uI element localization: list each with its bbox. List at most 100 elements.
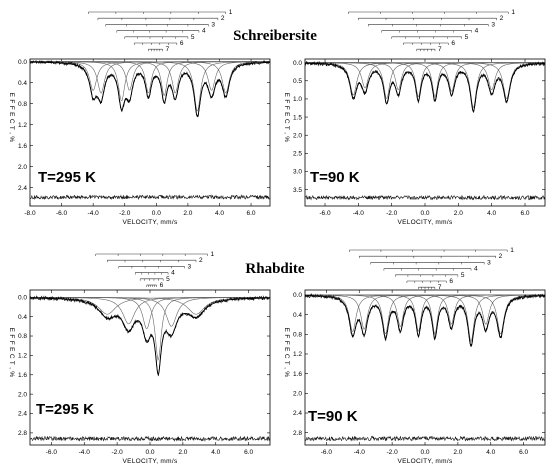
residual-trace [304, 435, 546, 442]
spectrum-panel-schreibersite-90K: 0.0 0.5 1.0 1.5 2.0 2.5 3.0 3.5 -6.0 -4.0 -2.0 0.0 2… [283, 9, 546, 226]
y-tick-label: 1.6 [18, 372, 27, 379]
component-curves [304, 62, 546, 109]
stick-label: 5 [191, 34, 195, 41]
y-tick-label: 0.0 [293, 60, 302, 67]
stick-label: 6 [160, 282, 164, 289]
x-tick-label: 2.0 [178, 449, 187, 456]
y-tick-label: 2.8 [18, 430, 27, 437]
x-axis-label: VELOCITY, mm/s [122, 219, 177, 226]
x-axis-label: VELOCITY, mm/s [122, 458, 177, 465]
plot-frame [29, 58, 271, 207]
fitted-envelope [304, 295, 546, 347]
component-curve [305, 294, 546, 335]
y-axis-label: E F F E C T , % [283, 328, 290, 378]
x-tick-label: -8.0 [24, 210, 36, 217]
y-axis-label: E F F E C T , % [8, 93, 15, 143]
x-tick-label: -4.0 [79, 449, 91, 456]
stick-label: 6 [180, 40, 184, 47]
stick-label: 5 [461, 272, 465, 279]
fitted-envelope [305, 62, 546, 112]
x-tick-label: -4.0 [354, 449, 366, 456]
residual-trace [29, 194, 271, 201]
stick-label: 7 [438, 284, 442, 291]
y-tick-label: 3.0 [293, 169, 302, 176]
x-tick-label: 0.0 [420, 210, 429, 217]
x-tick-label: 0.0 [420, 449, 429, 456]
x-tick-label: 4.0 [487, 210, 496, 217]
y-tick-label: 0.0 [18, 294, 27, 301]
stick-label: 1 [229, 9, 233, 16]
y-tick-label: 2.4 [18, 185, 27, 192]
x-tick-label: -4.0 [353, 210, 365, 217]
x-tick-label: 6.0 [247, 210, 256, 217]
y-axis-label: E F F E C T , % [8, 328, 15, 378]
component-curve [30, 297, 271, 362]
y-tick-label: 0.8 [18, 101, 27, 108]
y-tick-label: 0.8 [18, 333, 27, 340]
y-tick-label: 2.0 [293, 132, 302, 139]
component-curve [30, 61, 270, 91]
y-tick-label: 2.0 [18, 164, 27, 171]
stick-label: 1 [511, 9, 515, 16]
x-tick-label: -4.0 [88, 210, 100, 217]
component-curves [29, 61, 271, 112]
plot-frame [29, 289, 271, 446]
component-curve [30, 61, 270, 97]
x-tick-label: 2.0 [454, 210, 463, 217]
y-tick-label: 0.0 [18, 59, 27, 66]
stick-label: 3 [211, 21, 215, 28]
y-tick-label: 1.2 [18, 353, 27, 360]
spectrum-panel-rhabdite-90K: 0.0 0.4 0.8 1.2 1.6 2.0 2.4 2.8 -6.0 -4.0 -2.0 0.0 2… [283, 247, 546, 465]
y-tick-label: 2.4 [18, 411, 27, 418]
stick-label: 1 [510, 247, 514, 254]
stick-label: 4 [474, 266, 478, 273]
y-tick-label: 0.0 [293, 292, 302, 299]
x-tick-label: -6.0 [319, 210, 331, 217]
x-tick-label: 2.0 [183, 210, 192, 217]
spectrum-panel-schreibersite-295K: 0.0 0.4 0.8 1.2 1.6 2.0 2.4 -8.0 -6.0 -4.0 -2.0 0.0… [8, 9, 271, 226]
y-tick-label: 0.8 [293, 331, 302, 338]
residual-trace [29, 435, 271, 442]
stick-label: 1 [211, 251, 215, 258]
stick-label: 4 [171, 270, 175, 277]
stick-label: 3 [188, 263, 192, 270]
y-tick-label: 3.5 [293, 187, 302, 194]
x-tick-label: 6.0 [519, 449, 528, 456]
x-tick-label: -2.0 [112, 449, 124, 456]
y-tick-label: 2.8 [293, 430, 302, 437]
x-tick-label: -6.0 [46, 449, 58, 456]
stick-label: 7 [166, 46, 170, 53]
stick-label: 2 [500, 15, 504, 22]
x-tick-label: 4.0 [486, 449, 495, 456]
stick-label: 7 [438, 46, 442, 53]
y-tick-label: 2.5 [293, 151, 302, 158]
spectra-panels: 0.0 0.4 0.8 1.2 1.6 2.0 2.4 -8.0 -6.0 -4.0 -2.0 0.0… [8, 9, 546, 465]
component-curve [30, 297, 270, 330]
stick-label: 5 [166, 276, 170, 283]
y-tick-label: 1.6 [293, 371, 302, 378]
component-curve [30, 61, 271, 91]
x-tick-label: 6.0 [520, 210, 529, 217]
stick-label: 4 [202, 28, 206, 35]
x-tick-label: -2.0 [386, 210, 398, 217]
stick-label: 6 [449, 278, 453, 285]
fitted-envelope [29, 61, 271, 118]
x-tick-label: -2.0 [387, 449, 399, 456]
y-tick-label: 1.6 [18, 143, 27, 150]
y-tick-label: 2.0 [18, 391, 27, 398]
y-tick-label: 0.5 [293, 78, 302, 85]
stick-label: 3 [491, 21, 495, 28]
y-tick-label: 2.0 [293, 391, 302, 398]
stick-label: 3 [487, 259, 491, 266]
stick-label: 5 [465, 34, 469, 41]
x-tick-label: 4.0 [211, 449, 220, 456]
stick-label: 2 [221, 15, 225, 22]
x-tick-label: 0.0 [152, 210, 161, 217]
x-tick-label: -6.0 [56, 210, 68, 217]
y-tick-label: 0.4 [293, 312, 302, 319]
y-tick-label: 0.4 [18, 314, 27, 321]
component-curve [305, 62, 546, 100]
